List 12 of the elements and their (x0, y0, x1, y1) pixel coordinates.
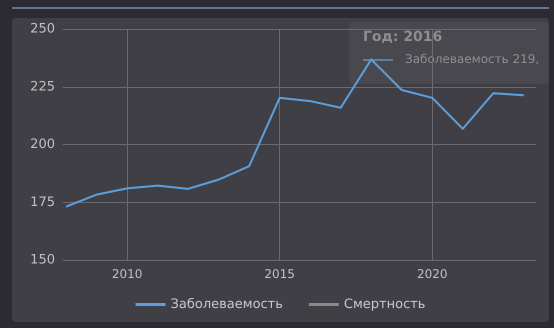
x-tick-label: 2015 (264, 267, 295, 281)
y-tick-label: 175 (30, 194, 55, 210)
y-tick-label: 225 (30, 79, 55, 94)
legend-label: Заболеваемость (170, 297, 283, 312)
annotation: Год: 2016 (363, 29, 442, 45)
annotation: Заболеваемость 219, (405, 52, 540, 66)
x-tick-label: 2020 (416, 267, 448, 281)
x-tick-label: 2010 (112, 267, 142, 281)
y-tick-label: 200 (30, 137, 55, 152)
y-tick-label: 150 (30, 252, 55, 268)
y-tick-label: 250 (30, 22, 55, 36)
legend-label: Смертность (344, 297, 426, 312)
